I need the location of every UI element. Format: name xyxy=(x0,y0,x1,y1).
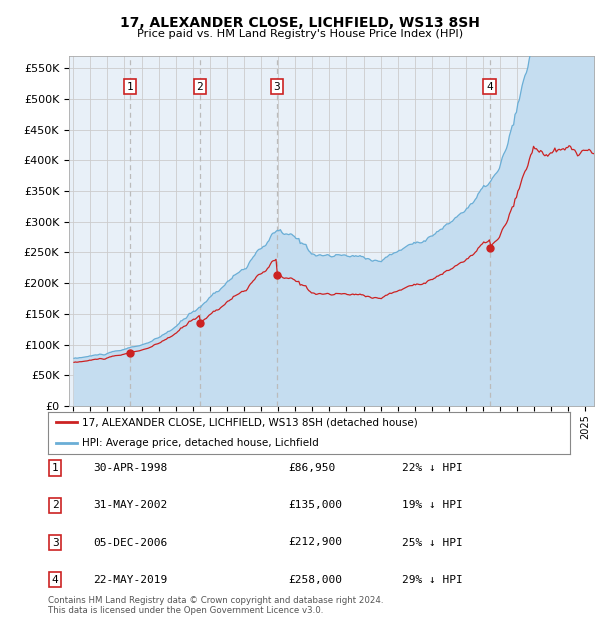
Text: 4: 4 xyxy=(52,575,59,585)
Text: 2: 2 xyxy=(52,500,59,510)
Text: 3: 3 xyxy=(52,538,59,547)
Text: 22-MAY-2019: 22-MAY-2019 xyxy=(93,575,167,585)
Text: 30-APR-1998: 30-APR-1998 xyxy=(93,463,167,473)
Text: £258,000: £258,000 xyxy=(288,575,342,585)
Text: Price paid vs. HM Land Registry's House Price Index (HPI): Price paid vs. HM Land Registry's House … xyxy=(137,29,463,38)
Text: 29% ↓ HPI: 29% ↓ HPI xyxy=(402,575,463,585)
Text: £86,950: £86,950 xyxy=(288,463,335,473)
Text: £212,900: £212,900 xyxy=(288,538,342,547)
Text: 05-DEC-2006: 05-DEC-2006 xyxy=(93,538,167,547)
Text: 17, ALEXANDER CLOSE, LICHFIELD, WS13 8SH (detached house): 17, ALEXANDER CLOSE, LICHFIELD, WS13 8SH… xyxy=(82,417,418,427)
Text: Contains HM Land Registry data © Crown copyright and database right 2024.
This d: Contains HM Land Registry data © Crown c… xyxy=(48,596,383,615)
Text: 2: 2 xyxy=(197,81,203,92)
Text: 17, ALEXANDER CLOSE, LICHFIELD, WS13 8SH: 17, ALEXANDER CLOSE, LICHFIELD, WS13 8SH xyxy=(120,16,480,30)
Text: 25% ↓ HPI: 25% ↓ HPI xyxy=(402,538,463,547)
Text: 31-MAY-2002: 31-MAY-2002 xyxy=(93,500,167,510)
Text: 4: 4 xyxy=(486,81,493,92)
Text: HPI: Average price, detached house, Lichfield: HPI: Average price, detached house, Lich… xyxy=(82,438,319,448)
Text: 19% ↓ HPI: 19% ↓ HPI xyxy=(402,500,463,510)
Text: 1: 1 xyxy=(127,81,133,92)
Text: 1: 1 xyxy=(52,463,59,473)
Text: 22% ↓ HPI: 22% ↓ HPI xyxy=(402,463,463,473)
Text: £135,000: £135,000 xyxy=(288,500,342,510)
Text: 3: 3 xyxy=(274,81,280,92)
